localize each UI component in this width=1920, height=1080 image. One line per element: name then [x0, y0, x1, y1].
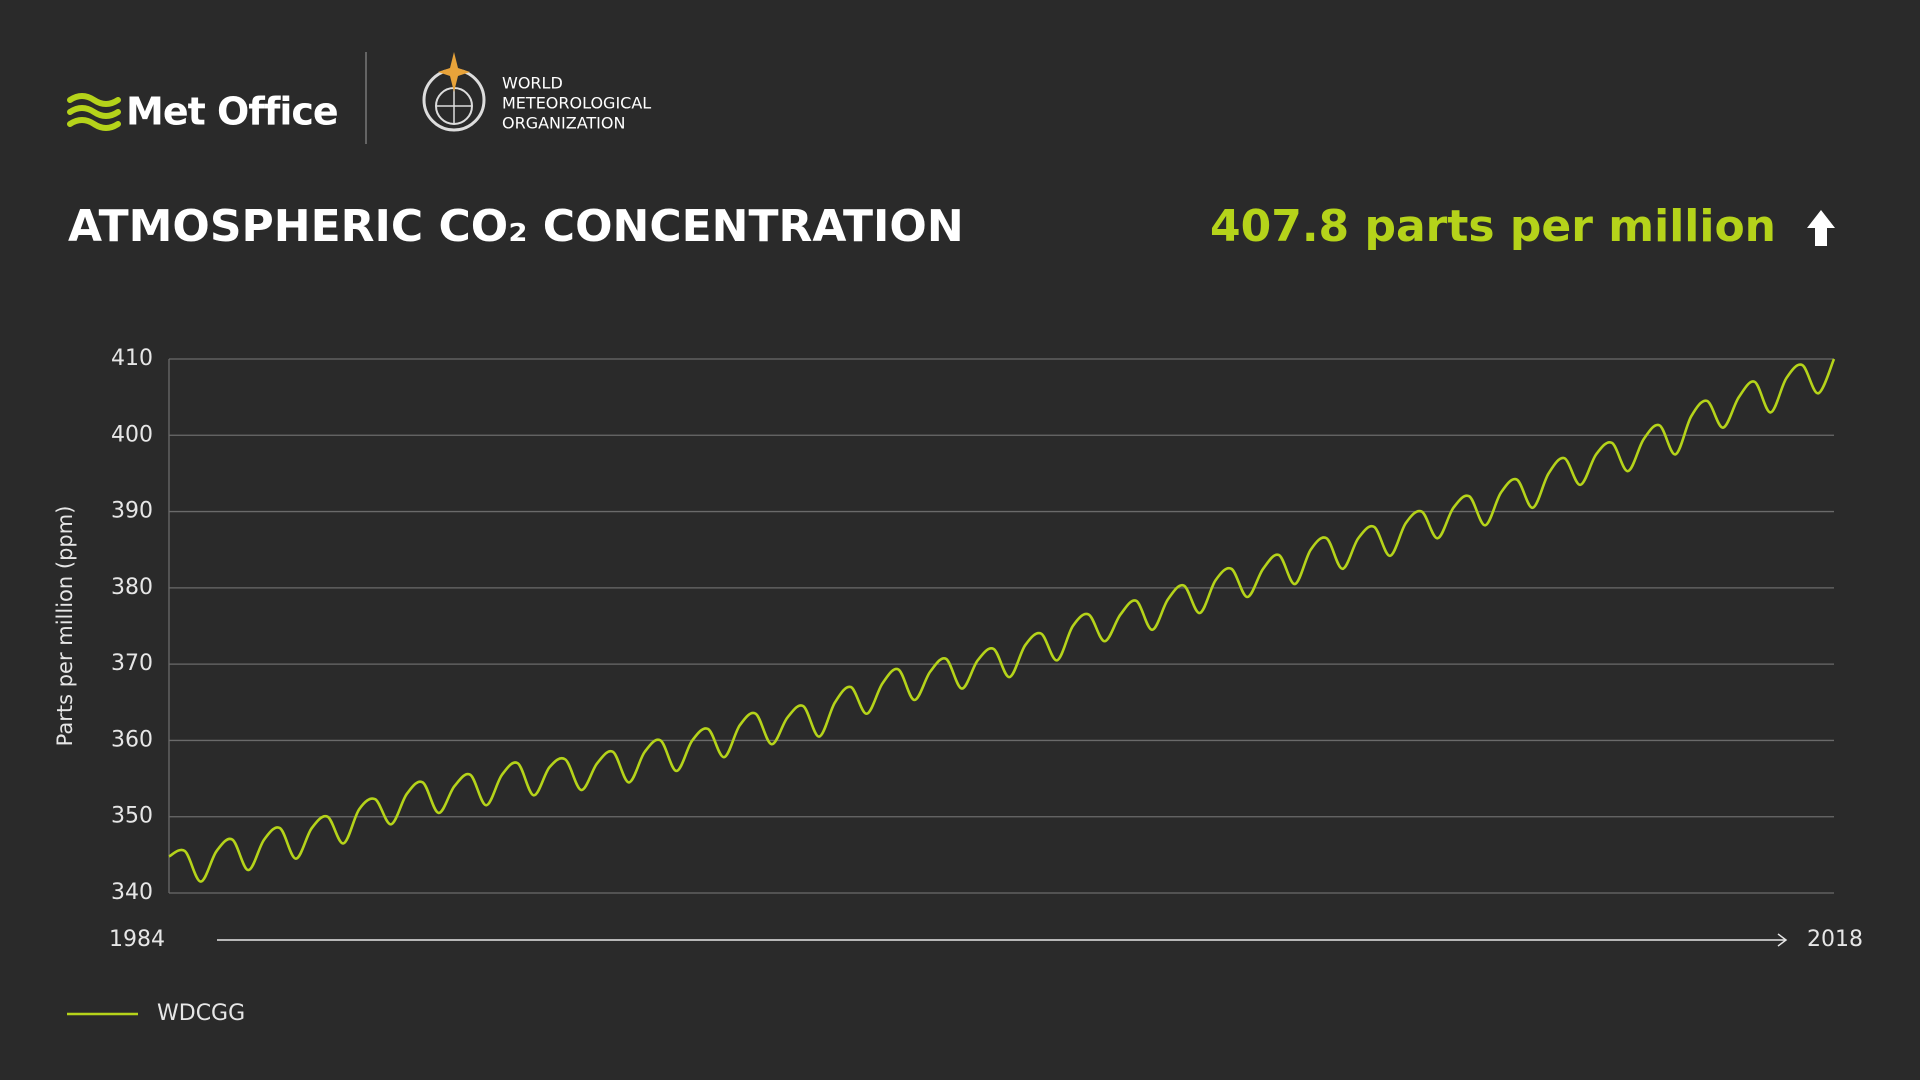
- partner-line: ORGANIZATION: [502, 114, 625, 133]
- x-start-label: 1984: [109, 927, 165, 952]
- y-tick-label: 380: [111, 575, 153, 600]
- plot-area: 340 350 360 370 380 390 400 410: [111, 346, 1836, 905]
- y-tick-label: 390: [111, 499, 153, 524]
- met-office-logo: [67, 93, 121, 131]
- partner-line: METEOROLOGICAL: [502, 94, 651, 113]
- legend-label: WDCGG: [157, 1001, 245, 1026]
- time-axis-arrow: [1777, 933, 1788, 947]
- y-tick-label: 340: [111, 880, 153, 905]
- y-tick-label: 360: [111, 727, 153, 752]
- y-axis-label: Parts per million (ppm): [53, 506, 77, 747]
- wmo-emblem: [422, 52, 486, 132]
- x-end-label: 2018: [1807, 927, 1863, 952]
- y-tick-label: 370: [111, 651, 153, 676]
- headline-value: 407.8 parts per million: [1210, 201, 1776, 252]
- brand-name: Met Office: [126, 90, 338, 134]
- y-tick-label: 350: [111, 804, 153, 829]
- chart-title: ATMOSPHERIC CO₂ CONCENTRATION: [68, 201, 964, 252]
- y-tick-label: 400: [111, 422, 153, 447]
- y-tick-label: 410: [111, 346, 153, 371]
- data-line: [168, 358, 1836, 883]
- partner-line: WORLD: [502, 74, 563, 93]
- up-arrow: [1807, 210, 1835, 246]
